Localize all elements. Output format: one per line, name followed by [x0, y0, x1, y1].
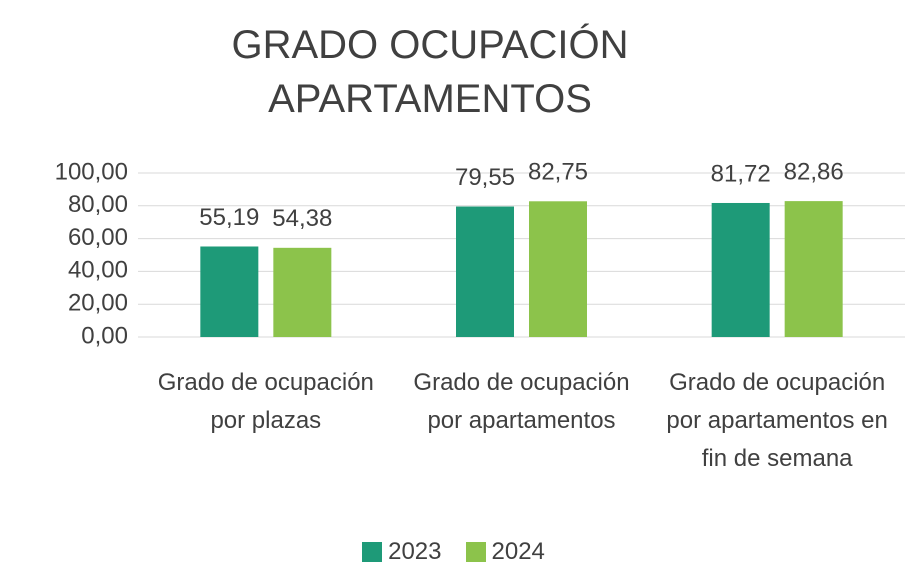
data-label: 79,55 [455, 164, 515, 191]
y-tick-label: 20,00 [68, 290, 128, 317]
bar [273, 247, 332, 337]
data-label: 54,38 [272, 205, 332, 232]
x-tick-label: Grado de ocupación por plazas [157, 369, 374, 434]
data-label: 81,72 [711, 160, 771, 187]
y-tick-label: 0,00 [81, 322, 128, 349]
y-tick-label: 80,00 [68, 191, 128, 218]
bar [711, 202, 770, 337]
data-label: 82,86 [784, 158, 844, 185]
legend-label: 2024 [491, 538, 545, 565]
x-tick-label: Grado de ocupación por apartamentos [413, 369, 630, 434]
data-label: 82,75 [528, 159, 588, 186]
data-label: 55,19 [199, 204, 259, 231]
legend: 2023 2024 [0, 538, 907, 566]
legend-item: 2023 [362, 538, 442, 566]
y-tick-label: 60,00 [68, 224, 128, 251]
bar [456, 206, 514, 337]
chart-title: GRADO OCUPACIÓN APARTAMENTOS [231, 23, 629, 121]
legend-item: 2024 [465, 538, 545, 566]
bar [784, 201, 843, 337]
legend-label: 2023 [388, 538, 442, 565]
x-tick-label: Grado de ocupación por apartamentos en f… [666, 369, 888, 472]
bar [200, 246, 259, 337]
y-tick-label: 100,00 [55, 158, 128, 185]
y-tick-label: 40,00 [68, 257, 128, 284]
bar [529, 201, 587, 337]
legend-swatch [465, 542, 486, 562]
legend-swatch [362, 542, 383, 562]
